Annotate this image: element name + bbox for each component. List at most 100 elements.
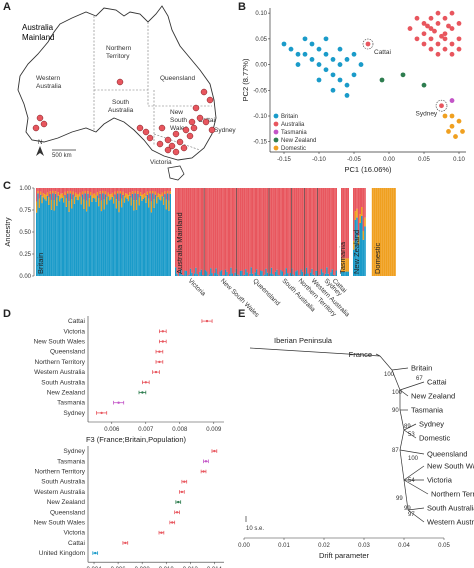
f3-category-label: New South Wales	[34, 520, 86, 527]
admix-bar-segment	[189, 188, 192, 269]
admix-bar-segment	[292, 188, 294, 275]
f3-category-label: Victoria	[63, 328, 85, 335]
admix-bar-segment	[96, 188, 99, 193]
panel-label-c: C	[3, 180, 11, 192]
admix-bar-segment	[60, 188, 62, 194]
pca-point-australia	[442, 31, 448, 37]
admix-bar-segment	[99, 191, 101, 194]
admix-bar-segment	[142, 193, 144, 199]
admix-bar-segment	[131, 188, 134, 192]
admix-bar-segment	[177, 188, 180, 276]
pca-legend-swatch	[273, 129, 279, 135]
admix-bar-segment	[56, 205, 58, 276]
admix-y-tick-label: 0.00	[19, 274, 31, 280]
admix-bar-segment	[300, 188, 302, 270]
admix-bar-segment	[327, 273, 329, 276]
sample-dot-21	[180, 144, 188, 152]
f3-point	[144, 381, 147, 384]
sample-dot-23	[164, 146, 172, 154]
admix-bar-segment	[157, 188, 159, 193]
admix-bar-segment	[106, 197, 108, 205]
pca-legend-swatch	[273, 137, 279, 143]
admix-bar-segment	[304, 188, 306, 275]
admix-bar-segment	[168, 188, 170, 201]
admix-bar-segment	[46, 192, 49, 197]
pca-point-australia	[428, 36, 434, 42]
admix-bar-segment	[107, 188, 109, 193]
admix-bar-segment	[231, 188, 234, 274]
f3-category-label: Western Australia	[34, 489, 85, 496]
admix-bar-segment	[256, 188, 258, 270]
admix-bar-segment	[301, 188, 304, 272]
admix-bar-segment	[111, 188, 113, 193]
admix-bar-segment	[150, 201, 153, 213]
f3-category-label: Victoria	[63, 530, 85, 537]
admix-bar-segment	[334, 188, 336, 276]
tree-x-tick-label: 0.01	[278, 543, 290, 549]
admix-bar-segment	[281, 188, 283, 272]
admix-bar-segment	[84, 188, 86, 191]
admix-bar-segment	[127, 201, 130, 276]
f3-category-label: Tasmania	[57, 400, 85, 407]
admix-bar-segment	[341, 258, 343, 272]
admix-bar-segment	[156, 188, 158, 197]
admix-bar-segment	[183, 188, 185, 276]
tree-internal-branch	[399, 429, 405, 451]
admix-bar-segment	[353, 240, 355, 250]
admix-bar-segment	[204, 188, 207, 271]
admix-bar-segment	[135, 200, 138, 211]
admix-bar-segment	[144, 197, 146, 276]
admix-bar-segment	[266, 188, 269, 273]
admix-bar-segment	[57, 192, 59, 196]
admix-bar-segment	[207, 188, 209, 276]
admix-bar-segment	[100, 188, 103, 201]
admix-bar-segment	[157, 192, 159, 198]
admix-bar-segment	[342, 188, 345, 259]
f3-category-label: South Australia	[41, 479, 85, 486]
pca-point-domestic	[449, 123, 455, 129]
admix-bar-segment	[222, 188, 224, 276]
tree-branch	[399, 381, 425, 391]
f3-point	[94, 551, 97, 555]
pca-point-britain	[337, 62, 343, 67]
admix-bar-segment	[63, 188, 65, 196]
pca-point-australia	[442, 46, 448, 52]
admix-bar-segment	[304, 274, 306, 276]
admix-bar-segment	[246, 188, 248, 273]
pca-legend-label: Tasmania	[281, 130, 307, 136]
region-nsw-label-3: Wales	[170, 125, 189, 132]
admix-bar-segment	[110, 199, 112, 276]
admix-bar-segment	[230, 267, 232, 276]
pca-point-britain	[330, 87, 336, 93]
pca-point-australia	[446, 23, 451, 29]
f3-category-label: New Zealand	[47, 499, 86, 506]
admix-bar-segment	[117, 188, 119, 191]
admix-bar-segment	[61, 193, 63, 198]
admix-bar-segment	[57, 195, 59, 276]
sample-dot-12	[156, 140, 164, 148]
admix-bar-segment	[373, 188, 376, 276]
admix-bar-segment	[154, 188, 157, 192]
admix-bar-segment	[138, 188, 140, 198]
admix-bar-segment	[40, 194, 42, 276]
admix-bar-segment	[342, 271, 345, 276]
pca-y-tick-label: -0.10	[253, 114, 267, 120]
admix-bar-segment	[335, 188, 337, 271]
admix-bar-segment	[233, 188, 235, 276]
admix-bar-segment	[45, 200, 47, 276]
tree-x-tick-label: 0.05	[438, 543, 450, 549]
admix-bar-segment	[73, 196, 76, 204]
admix-bar-segment	[125, 197, 127, 276]
admix-bar-segment	[95, 201, 97, 276]
admix-bar-segment	[154, 194, 157, 276]
admix-bar-segment	[193, 273, 196, 276]
admix-bar-segment	[330, 188, 332, 273]
sample-dot-25	[208, 126, 216, 134]
admix-bar-segment	[127, 195, 130, 202]
admix-bar-segment	[75, 192, 77, 197]
f3-category-label: Sydney	[63, 410, 85, 417]
admix-label-tasmania: Tasmania	[338, 241, 347, 274]
admix-bar-segment	[94, 188, 96, 194]
admix-bar-segment	[135, 210, 138, 276]
admix-bar-segment	[254, 272, 256, 276]
